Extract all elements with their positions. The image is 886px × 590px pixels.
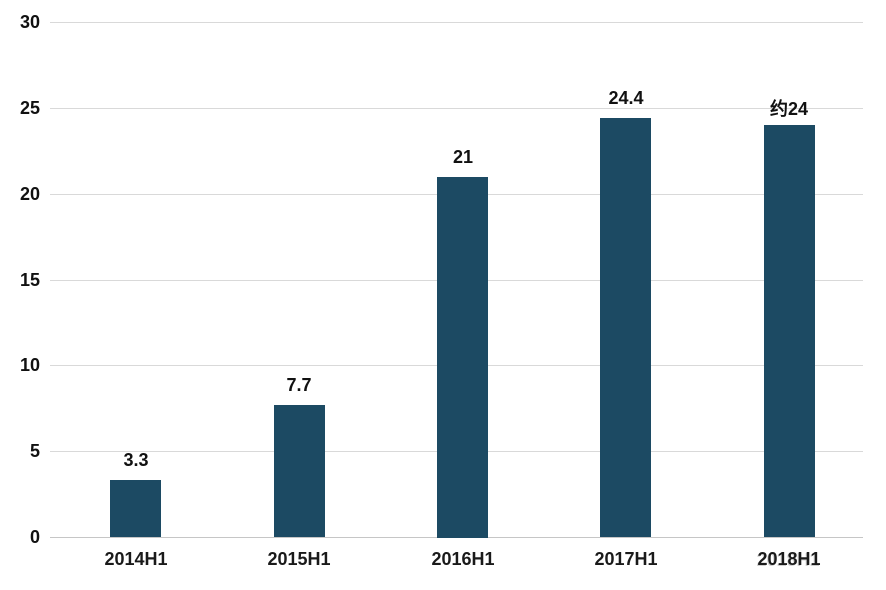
- x-axis-tick-label-2017H1: 2017H1: [594, 549, 658, 569]
- x-axis-tick-label-2016H1: 2016H1: [431, 549, 495, 569]
- y-axis-tick-label: 0: [29, 527, 40, 547]
- y-axis-tick-label: 15: [19, 270, 40, 290]
- gridline-30: [50, 22, 863, 23]
- bar-value-label: 7.7: [286, 375, 312, 395]
- bar-value-label: 21: [452, 147, 474, 167]
- y-axis-tick-label: 10: [19, 355, 40, 375]
- bar-value-label: 3.3: [123, 450, 149, 470]
- bar-value-label: 24.4: [608, 88, 644, 108]
- bar-2017H1: [600, 118, 651, 537]
- y-axis-tick-label: 25: [19, 98, 40, 118]
- y-axis-tick-label: 30: [19, 12, 40, 32]
- x-axis-tick-label-2015H1: 2015H1: [267, 549, 331, 569]
- bar-2015H1: [274, 405, 325, 537]
- bar-2018H1: [764, 125, 815, 537]
- x-axis-tick-label-2014H1: 2014H1: [104, 549, 168, 569]
- bar-2016H1: [437, 177, 488, 538]
- y-axis-tick-label: 20: [19, 184, 40, 204]
- gridline-25: [50, 108, 863, 109]
- x-axis-tick-label-2018H1: 2018H1: [757, 549, 821, 569]
- y-axis-tick-label: 5: [29, 441, 40, 461]
- bar-2014H1: [110, 480, 161, 537]
- bar-value-label: 约24: [769, 99, 809, 119]
